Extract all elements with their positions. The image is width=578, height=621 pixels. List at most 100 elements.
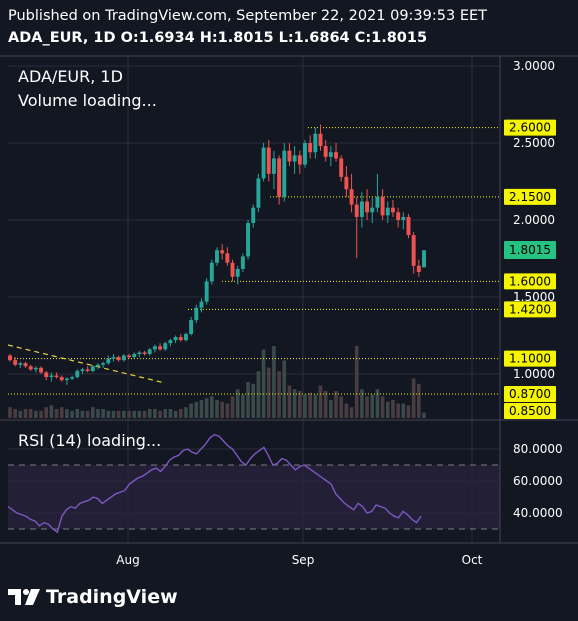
- level-label-box: [504, 119, 556, 136]
- volume-bar: [349, 407, 354, 418]
- candle-body: [390, 207, 395, 213]
- volume-bar: [246, 382, 250, 418]
- candle-body: [308, 143, 313, 153]
- candle-body: [85, 369, 90, 371]
- candle-body: [54, 375, 59, 378]
- volume-bar: [80, 410, 85, 418]
- published-caption: Published on TradingView.com, September …: [8, 8, 488, 24]
- volume-bar: [204, 398, 209, 418]
- volume-bar: [137, 410, 142, 418]
- volume-bar: [391, 400, 395, 418]
- candle-body: [194, 307, 199, 321]
- candle-body: [297, 155, 302, 165]
- volume-bar: [8, 407, 12, 418]
- volume-bar: [266, 367, 271, 418]
- symbol-label: ADA/EUR, 1D: [18, 67, 123, 86]
- volume-bar: [54, 409, 59, 418]
- volume-bar: [277, 371, 281, 418]
- price-tick-label: 1.5000: [513, 290, 555, 304]
- ohlc-summary: ADA_EUR, 1D O:1.6934 H:1.8015 L:1.6864 C…: [8, 30, 428, 46]
- brand-name: TradingView: [46, 586, 178, 608]
- candle-body: [127, 355, 131, 358]
- candle-body: [111, 357, 116, 359]
- candle-body: [323, 146, 328, 157]
- candle-body: [168, 340, 173, 344]
- candle-body: [246, 223, 251, 257]
- volume-bar: [225, 403, 230, 418]
- candle-body: [13, 360, 18, 365]
- rsi-loading-label: RSI (14) loading...: [18, 431, 161, 450]
- candle-body: [370, 207, 375, 213]
- level-label: 0.8500: [509, 404, 551, 418]
- volume-bar: [297, 391, 302, 418]
- candle-body: [33, 367, 38, 370]
- rsi-tick-label: 60.0000: [513, 474, 563, 488]
- candle-body: [344, 176, 349, 190]
- candle-body: [142, 352, 147, 354]
- volume-bar: [106, 410, 111, 418]
- candle-body: [235, 268, 240, 277]
- volume-bar: [318, 385, 323, 418]
- candle-body: [303, 143, 307, 165]
- candle-body: [292, 155, 297, 162]
- candle-body: [18, 363, 23, 365]
- volume-bar: [375, 389, 380, 418]
- candle-body: [152, 346, 157, 350]
- candle-body: [313, 133, 318, 153]
- level-label-box: [504, 301, 556, 318]
- volume-bar: [339, 396, 344, 418]
- horizontal-levels: [8, 127, 500, 395]
- price-tick-label: 2.5000: [513, 136, 555, 150]
- volume-bar: [396, 403, 400, 418]
- candlesticks: [8, 124, 426, 385]
- volume-bar: [370, 394, 375, 418]
- volume-bar: [132, 410, 137, 418]
- volume-bar: [13, 409, 17, 418]
- candle-body: [116, 357, 121, 361]
- volume-bar: [49, 405, 54, 418]
- level-label-box: [504, 273, 556, 290]
- candle-body: [261, 147, 266, 179]
- volume-bar: [116, 410, 121, 418]
- candle-body: [137, 352, 142, 354]
- volume-bar: [308, 392, 312, 418]
- rsi-band: [8, 464, 500, 530]
- volume-bar: [313, 394, 318, 418]
- volume-bar: [178, 409, 183, 418]
- candle-body: [271, 158, 276, 174]
- volume-bar: [417, 383, 421, 418]
- volume-bar: [168, 409, 173, 418]
- candle-body: [101, 363, 106, 365]
- candle-body: [90, 366, 95, 371]
- volume-loading-label: Volume loading...: [18, 91, 157, 110]
- candle-body: [183, 333, 188, 341]
- candle-body: [334, 152, 338, 159]
- volume-bar: [261, 349, 266, 418]
- volume-bar: [411, 378, 416, 418]
- volume-bar: [28, 409, 33, 418]
- volume-bar: [122, 410, 126, 418]
- candle-body: [359, 201, 364, 217]
- candle-body: [354, 204, 359, 217]
- candle-body: [380, 196, 385, 216]
- candle-body: [215, 250, 219, 263]
- tradingview-brand[interactable]: TradingView: [8, 586, 178, 608]
- candle-body: [349, 189, 354, 205]
- volume-bar: [230, 396, 235, 418]
- candle-body: [121, 355, 126, 361]
- level-label-box: [504, 403, 556, 419]
- volume-bar: [220, 401, 224, 418]
- volume-bar: [70, 410, 74, 418]
- price-tick-label: 2.0000: [513, 213, 555, 227]
- candle-body: [49, 375, 54, 378]
- candle-body: [385, 207, 390, 216]
- volume-bar: [251, 383, 256, 418]
- last-price-box: [504, 241, 556, 259]
- volume-bar: [303, 394, 307, 418]
- candle-body: [411, 235, 416, 266]
- level-label-box: [504, 386, 556, 402]
- rsi-line: [7, 433, 422, 534]
- volume-bar: [65, 409, 69, 418]
- time-tick-label: Sep: [292, 553, 315, 567]
